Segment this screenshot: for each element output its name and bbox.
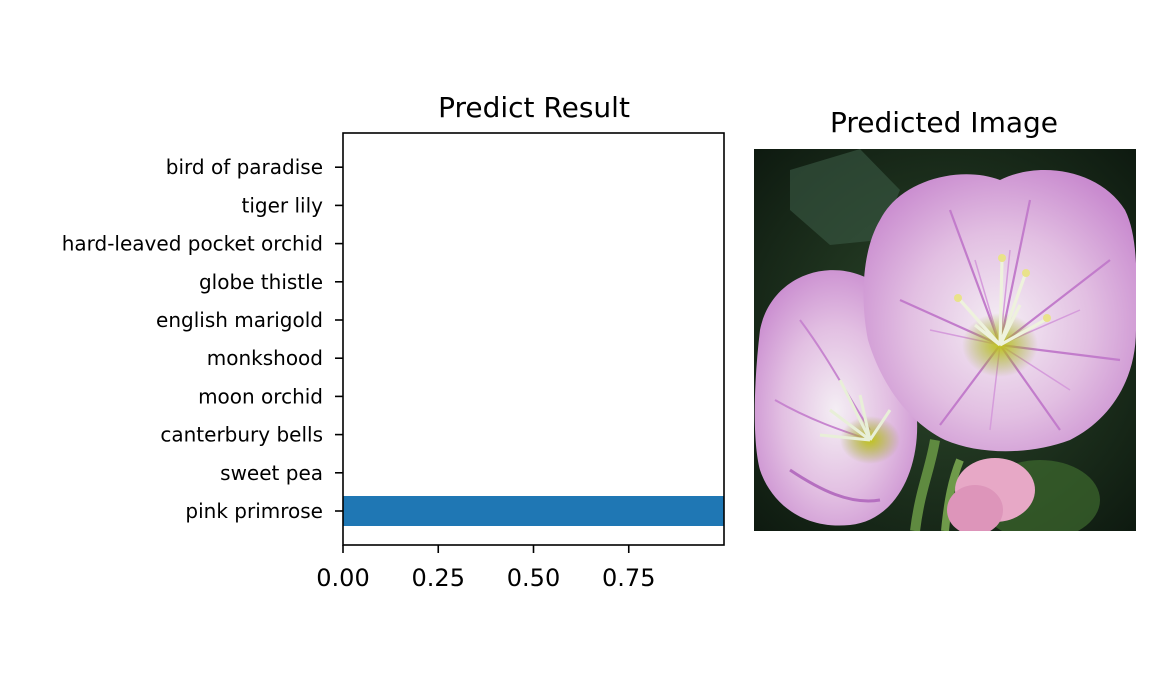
- x-axis-ticks: 0.00 0.25 0.50 0.75: [316, 545, 655, 592]
- y-tick-label: moon orchid: [198, 384, 323, 408]
- plot-frame: [342, 132, 725, 546]
- image-title: Predicted Image: [830, 106, 1058, 139]
- x-tick-label: 0.75: [602, 564, 655, 592]
- x-tick-label: 0.50: [507, 564, 560, 592]
- bars-group: [343, 496, 724, 526]
- y-tick-label: hard-leaved pocket orchid: [62, 232, 323, 256]
- y-tick-label: globe thistle: [199, 270, 323, 294]
- bar: [343, 496, 724, 526]
- y-tick-label: monkshood: [207, 346, 323, 370]
- y-tick-label: pink primrose: [185, 499, 323, 523]
- y-axis-ticks: pink primrose sweet pea canterbury bells mo…: [62, 155, 343, 523]
- x-tick-label: 0.00: [316, 564, 369, 592]
- x-tick-label: 0.25: [412, 564, 465, 592]
- flower-photo: [754, 149, 1136, 531]
- y-tick-label: sweet pea: [220, 461, 323, 485]
- y-tick-label: canterbury bells: [160, 423, 323, 447]
- chart-title: Predict Result: [438, 91, 630, 124]
- y-tick-label: tiger lily: [242, 193, 324, 217]
- y-tick-label: english marigold: [156, 308, 323, 332]
- y-tick-label: bird of paradise: [166, 155, 323, 179]
